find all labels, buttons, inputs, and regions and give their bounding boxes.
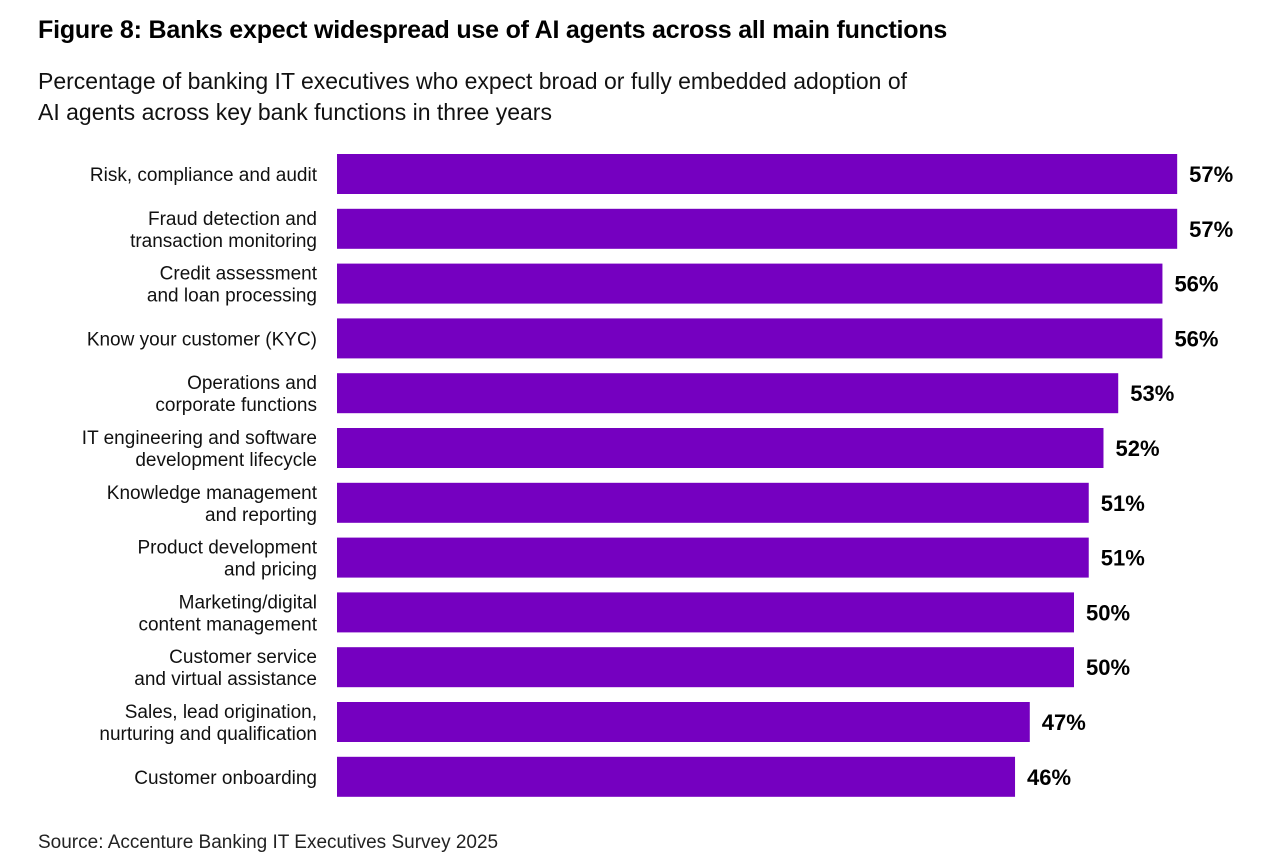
category-label-line: Know your customer (KYC)	[87, 329, 317, 350]
category-label-line: development lifecycle	[135, 450, 317, 471]
bar	[337, 537, 1089, 578]
bar	[337, 482, 1089, 523]
category-label-line: corporate functions	[155, 395, 317, 416]
category-label: Know your customer (KYC)	[87, 329, 317, 350]
category-label-line: Sales, lead origination,	[125, 702, 317, 723]
category-label-line: nurturing and qualification	[99, 724, 317, 745]
bar-group: Customer onboarding 46%	[134, 756, 1071, 797]
bar-group: Product development and pricing 51%	[137, 537, 1145, 581]
category-label-line: Product development	[137, 538, 317, 559]
value-label: 50%	[1086, 655, 1130, 680]
category-label-line: transaction monitoring	[130, 231, 317, 252]
category-label: Sales, lead origination, nurturing and qu…	[99, 702, 317, 745]
chart-subtitle: Percentage of banking IT executives who …	[38, 66, 1138, 128]
bar-group: Risk, compliance and audit 57%	[90, 154, 1233, 194]
bar	[337, 263, 1163, 304]
subtitle-line-1: Percentage of banking IT executives who …	[38, 68, 908, 94]
category-label-line: Operations and	[187, 373, 317, 394]
bar-group: Marketing/digital content management 50%	[138, 592, 1130, 635]
bar-group: Customer service and virtual assistance 50…	[134, 647, 1130, 690]
category-label-line: IT engineering and software	[82, 428, 317, 449]
category-label: Marketing/digital content management	[138, 592, 317, 635]
category-label-line: and virtual assistance	[134, 669, 317, 690]
value-label: 56%	[1174, 326, 1218, 351]
bar	[337, 428, 1104, 468]
category-label-line: content management	[138, 614, 317, 635]
category-label-line: Knowledge management	[107, 483, 318, 504]
bar-group: Credit assessment and loan processing 56%	[147, 263, 1218, 307]
category-label: Risk, compliance and audit	[90, 165, 318, 186]
category-label: Knowledge management and reporting	[107, 483, 318, 526]
value-label: 46%	[1027, 765, 1071, 790]
category-label: Fraud detection and transaction monitorin…	[130, 209, 317, 252]
category-label: Operations and corporate functions	[155, 373, 317, 416]
category-label-line: Credit assessment	[160, 264, 318, 285]
value-label: 51%	[1101, 546, 1145, 571]
bar	[337, 647, 1074, 688]
category-label-line: Marketing/digital	[179, 592, 317, 613]
category-label: Customer onboarding	[134, 768, 317, 789]
bar	[337, 373, 1119, 414]
value-label: 51%	[1101, 491, 1145, 516]
subtitle-line-2: AI agents across key bank functions in t…	[38, 99, 552, 125]
category-label: Credit assessment and loan processing	[147, 264, 318, 307]
category-label-line: Customer service	[169, 647, 317, 668]
value-label: 52%	[1115, 436, 1159, 461]
value-label: 57%	[1189, 162, 1233, 187]
bar-group: Sales, lead origination, nurturing and qu…	[99, 702, 1086, 745]
chart-title: Figure 8: Banks expect widespread use of…	[38, 16, 948, 44]
bar	[337, 208, 1178, 249]
category-label: Customer service and virtual assistance	[134, 647, 317, 690]
value-label: 47%	[1042, 710, 1086, 735]
category-label-line: and reporting	[205, 505, 317, 526]
category-label-line: Customer onboarding	[134, 768, 317, 789]
bar	[337, 756, 1016, 797]
bar-group: Fraud detection and transaction monitorin…	[130, 208, 1233, 252]
source-note: Source: Accenture Banking IT Executives …	[38, 832, 499, 853]
bar-group: Know your customer (KYC) 56%	[87, 318, 1218, 359]
category-label: Product development and pricing	[137, 538, 317, 581]
value-label: 50%	[1086, 600, 1130, 625]
category-label-line: Fraud detection and	[148, 209, 317, 230]
category-label: IT engineering and software development l…	[82, 428, 317, 471]
bar	[337, 702, 1030, 742]
category-label-line: Risk, compliance and audit	[90, 165, 318, 186]
bar-group: IT engineering and software development l…	[82, 428, 1160, 471]
value-label: 53%	[1130, 381, 1174, 406]
bar	[337, 318, 1163, 359]
bar	[337, 154, 1178, 194]
bar-group: Knowledge management and reporting 51%	[107, 482, 1145, 526]
bar-group: Operations and corporate functions 53%	[155, 373, 1174, 416]
value-label: 57%	[1189, 217, 1233, 242]
bar	[337, 592, 1074, 633]
value-label: 56%	[1174, 272, 1218, 297]
category-label-line: and loan processing	[147, 286, 317, 307]
category-label-line: and pricing	[224, 560, 317, 581]
